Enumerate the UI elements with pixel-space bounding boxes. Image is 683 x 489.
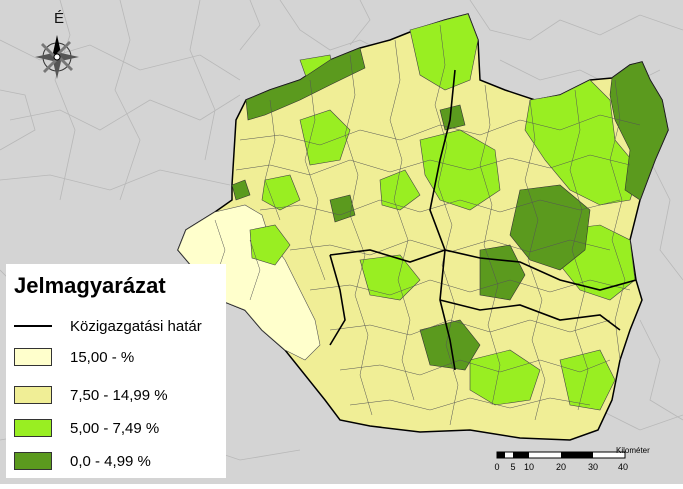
legend-class-row: 5,00 - 7,49 % bbox=[14, 418, 159, 438]
scale-tick-label: 30 bbox=[587, 462, 599, 472]
scale-tick-label: 10 bbox=[523, 462, 535, 472]
legend-class-label: 7,50 - 14,99 % bbox=[70, 386, 168, 404]
scale-tick-label: 20 bbox=[555, 462, 567, 472]
legend-class-row: 15,00 - % bbox=[14, 347, 134, 367]
scale-tick-label: 0 bbox=[494, 462, 500, 472]
scale-tick-label: 40 bbox=[617, 462, 629, 472]
legend-class-label: 15,00 - % bbox=[70, 348, 135, 366]
boundary-line-symbol bbox=[14, 325, 52, 327]
legend-class-label: 0,0 - 4,99 % bbox=[70, 452, 151, 470]
legend-class-label: 5,00 - 7,49 % bbox=[70, 419, 160, 437]
bright-green-zones bbox=[249, 13, 641, 411]
north-label: É bbox=[54, 10, 65, 27]
legend-boundary-label: Közigazgatási határ bbox=[70, 317, 202, 335]
scale-bar bbox=[496, 451, 626, 459]
legend-class-row: 7,50 - 14,99 % bbox=[14, 385, 168, 405]
legend-class-row: 0,0 - 4,99 % bbox=[14, 451, 151, 471]
legend-title: Jelmagyarázat bbox=[14, 273, 166, 298]
compass-rose bbox=[35, 35, 79, 79]
neighbour-boundaries bbox=[0, 0, 683, 461]
scale-unit-label: Kilométer bbox=[616, 446, 650, 455]
legend-swatch bbox=[14, 452, 52, 470]
legend-swatch bbox=[14, 419, 52, 437]
legend-box bbox=[6, 264, 226, 478]
municipality-boundaries bbox=[214, 24, 641, 426]
county-boundaries bbox=[329, 69, 637, 371]
legend-swatch bbox=[14, 348, 52, 366]
dark-green-zones bbox=[231, 47, 669, 371]
legend-boundary-row: Közigazgatási határ bbox=[14, 316, 202, 336]
scale-tick-label: 5 bbox=[510, 462, 516, 472]
legend-swatch bbox=[14, 386, 52, 404]
